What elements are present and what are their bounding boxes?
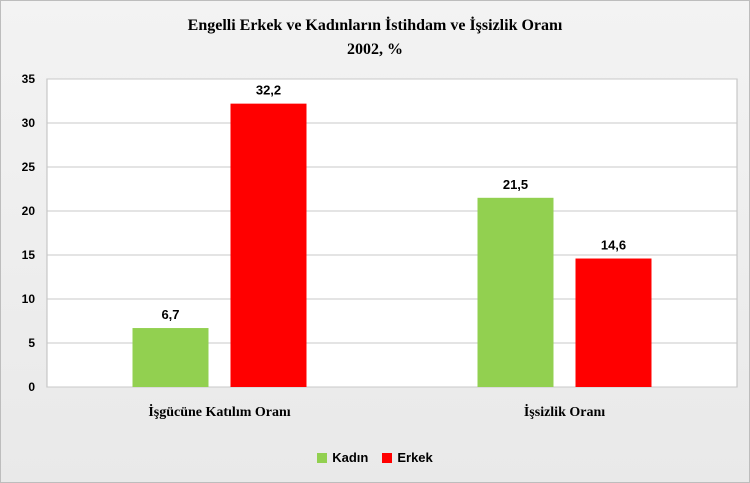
y-tick-label: 0 [28,380,35,394]
bar-erkek [575,258,652,387]
y-tick-label: 10 [22,292,36,306]
x-axis-categories: İşgücüne Katılım Oranı İşsizlik Oranı [148,403,605,420]
legend: Kadın Erkek [0,450,750,465]
data-label: 21,5 [503,177,528,192]
bars [132,103,652,387]
x-category-label: İşsizlik Oranı [524,403,605,420]
data-labels: 6,7 32,2 21,5 14,6 [161,83,626,322]
data-label: 6,7 [161,307,179,322]
legend-label: Kadın [332,450,369,465]
legend-item-erkek: Erkek [382,450,433,465]
x-category-label: İşgücüne Katılım Oranı [148,403,290,420]
y-tick-label: 5 [28,336,35,350]
bar-kadın [477,197,554,387]
legend-swatch [317,452,328,463]
bar-erkek [230,103,307,387]
chart-title: Engelli Erkek ve Kadınların İstihdam ve … [187,17,563,34]
y-axis-ticks: 0 5 10 15 20 25 30 35 [22,72,36,394]
y-tick-label: 25 [22,160,36,174]
legend-swatch [382,452,393,463]
y-tick-label: 15 [22,248,36,262]
legend-item-kadın: Kadın [317,450,368,465]
data-label: 32,2 [256,83,281,98]
legend-label: Erkek [397,450,433,465]
chart-title-block: Engelli Erkek ve Kadınların İstihdam ve … [0,14,750,62]
y-tick-label: 35 [22,72,36,86]
y-tick-label: 20 [22,204,36,218]
chart-subtitle: 2002, % [347,41,403,58]
bar-kadın [132,328,209,387]
y-tick-label: 30 [22,116,36,130]
data-label: 14,6 [601,238,626,253]
